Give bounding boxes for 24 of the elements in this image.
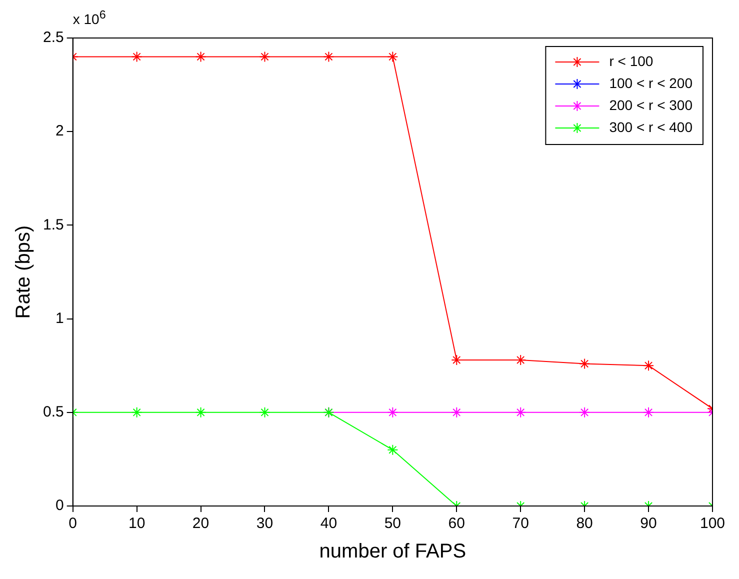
x-tick-label: 0 (68, 515, 78, 532)
x-tick-label: 50 (384, 515, 402, 532)
x-tick-label: 20 (192, 515, 210, 532)
y-axis-title: Rate (bps) (12, 225, 35, 319)
y-tick-label: 0 (56, 497, 64, 514)
x-tick-label: 30 (256, 515, 274, 532)
x-axis-title: number of FAPS (319, 540, 466, 563)
x-tick-label: 80 (576, 515, 593, 532)
y-tick-label: 1 (56, 310, 64, 327)
x-tick-label: 70 (512, 515, 529, 532)
legend-label: 300 < r < 400 (609, 118, 693, 135)
y-tick-label: 1.5 (42, 216, 64, 234)
x-tick-label: 60 (448, 515, 465, 532)
legend-label: r < 100 (609, 52, 654, 69)
x-tick-label: 10 (128, 515, 146, 532)
x-tick-label: 90 (640, 515, 657, 532)
y-tick-label: 2 (56, 122, 64, 140)
y-tick-label: 2.5 (42, 29, 64, 46)
x-tick-label: 100 (700, 515, 725, 532)
x-tick-label: 40 (320, 515, 338, 532)
y-tick-label: 0.5 (42, 404, 64, 421)
text: x 10$^{6}$ (72, 8, 106, 27)
legend-label: 100 < r < 200 (609, 74, 693, 91)
legend-label: 200 < r < 300 (609, 96, 693, 113)
